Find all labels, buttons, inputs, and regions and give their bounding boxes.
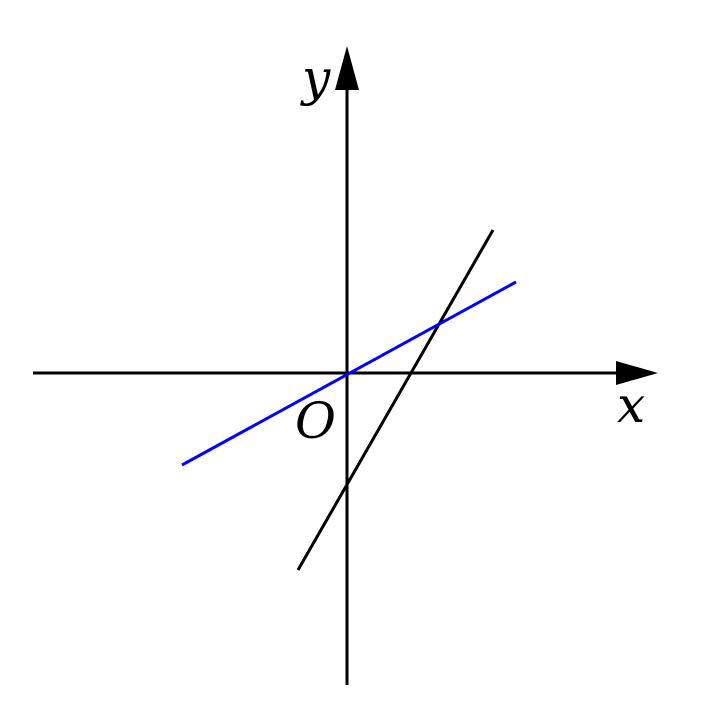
line-steep [296,229,495,571]
x-axis-label: x [617,376,645,434]
line-through-origin [181,280,517,467]
y-axis-label: y [300,49,331,107]
origin-label: O [295,392,336,450]
x-axis-arrowhead [616,361,658,385]
y-axis-arrowhead [335,46,359,90]
